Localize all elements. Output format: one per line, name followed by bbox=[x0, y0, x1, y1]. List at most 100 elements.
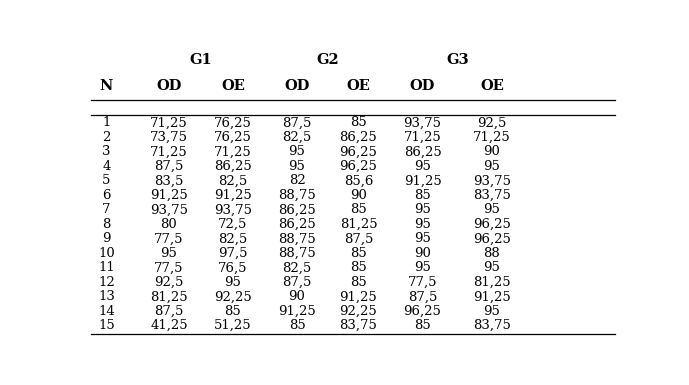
Text: 81,25: 81,25 bbox=[340, 218, 378, 231]
Text: 88: 88 bbox=[484, 247, 500, 260]
Text: 10: 10 bbox=[98, 247, 115, 260]
Text: 82,5: 82,5 bbox=[218, 232, 247, 245]
Text: 86,25: 86,25 bbox=[404, 146, 442, 158]
Text: N: N bbox=[100, 79, 113, 93]
Text: 82,5: 82,5 bbox=[282, 131, 311, 144]
Text: 82,5: 82,5 bbox=[282, 261, 311, 274]
Text: 95: 95 bbox=[414, 261, 431, 274]
Text: 77,5: 77,5 bbox=[408, 276, 438, 289]
Text: OE: OE bbox=[347, 79, 371, 93]
Text: 5: 5 bbox=[102, 174, 111, 187]
Text: 88,75: 88,75 bbox=[278, 247, 316, 260]
Text: 14: 14 bbox=[98, 305, 115, 318]
Text: 95: 95 bbox=[484, 305, 500, 318]
Text: G2: G2 bbox=[316, 52, 339, 67]
Text: 76,25: 76,25 bbox=[214, 116, 252, 129]
Text: 90: 90 bbox=[484, 146, 500, 158]
Text: 92,25: 92,25 bbox=[214, 290, 252, 303]
Text: OD: OD bbox=[285, 79, 310, 93]
Text: 91,25: 91,25 bbox=[150, 189, 188, 202]
Text: 93,75: 93,75 bbox=[473, 174, 511, 187]
Text: 71,25: 71,25 bbox=[473, 131, 511, 144]
Text: 3: 3 bbox=[102, 146, 111, 158]
Text: 85: 85 bbox=[225, 305, 241, 318]
Text: 96,25: 96,25 bbox=[340, 146, 378, 158]
Text: 87,5: 87,5 bbox=[154, 305, 183, 318]
Text: 86,25: 86,25 bbox=[214, 160, 252, 173]
Text: 95: 95 bbox=[484, 203, 500, 216]
Text: G1: G1 bbox=[189, 52, 212, 67]
Text: 93,75: 93,75 bbox=[214, 203, 252, 216]
Text: 96,25: 96,25 bbox=[340, 160, 378, 173]
Text: 83,75: 83,75 bbox=[340, 319, 378, 332]
Text: 83,75: 83,75 bbox=[473, 319, 511, 332]
Text: 91,25: 91,25 bbox=[473, 290, 511, 303]
Text: 97,5: 97,5 bbox=[218, 247, 248, 260]
Text: 76,5: 76,5 bbox=[218, 261, 248, 274]
Text: 92,5: 92,5 bbox=[154, 276, 183, 289]
Text: 83,75: 83,75 bbox=[473, 189, 511, 202]
Text: 83,5: 83,5 bbox=[154, 174, 183, 187]
Text: 71,25: 71,25 bbox=[214, 146, 252, 158]
Text: 51,25: 51,25 bbox=[214, 319, 251, 332]
Text: 95: 95 bbox=[414, 160, 431, 173]
Text: 8: 8 bbox=[102, 218, 111, 231]
Text: 82,5: 82,5 bbox=[218, 174, 247, 187]
Text: OD: OD bbox=[410, 79, 435, 93]
Text: 7: 7 bbox=[102, 203, 111, 216]
Text: 92,5: 92,5 bbox=[477, 116, 506, 129]
Text: 88,75: 88,75 bbox=[278, 189, 316, 202]
Text: OE: OE bbox=[221, 79, 245, 93]
Text: 91,25: 91,25 bbox=[340, 290, 378, 303]
Text: 95: 95 bbox=[289, 160, 305, 173]
Text: 80: 80 bbox=[161, 218, 177, 231]
Text: 91,25: 91,25 bbox=[214, 189, 252, 202]
Text: 85: 85 bbox=[350, 116, 367, 129]
Text: 85: 85 bbox=[350, 276, 367, 289]
Text: 92,25: 92,25 bbox=[340, 305, 378, 318]
Text: 87,5: 87,5 bbox=[154, 160, 183, 173]
Text: 15: 15 bbox=[98, 319, 115, 332]
Text: 81,25: 81,25 bbox=[473, 276, 511, 289]
Text: 86,25: 86,25 bbox=[278, 218, 316, 231]
Text: 96,25: 96,25 bbox=[473, 218, 511, 231]
Text: 9: 9 bbox=[102, 232, 111, 245]
Text: 71,25: 71,25 bbox=[404, 131, 442, 144]
Text: 95: 95 bbox=[414, 232, 431, 245]
Text: 12: 12 bbox=[98, 276, 115, 289]
Text: 13: 13 bbox=[98, 290, 115, 303]
Text: 6: 6 bbox=[102, 189, 111, 202]
Text: 87,5: 87,5 bbox=[408, 290, 438, 303]
Text: 91,25: 91,25 bbox=[278, 305, 316, 318]
Text: 85: 85 bbox=[350, 203, 367, 216]
Text: 85: 85 bbox=[289, 319, 305, 332]
Text: 87,5: 87,5 bbox=[282, 116, 311, 129]
Text: 85: 85 bbox=[350, 247, 367, 260]
Text: 96,25: 96,25 bbox=[473, 232, 511, 245]
Text: 93,75: 93,75 bbox=[404, 116, 442, 129]
Text: 95: 95 bbox=[289, 146, 305, 158]
Text: 88,75: 88,75 bbox=[278, 232, 316, 245]
Text: G3: G3 bbox=[446, 52, 469, 67]
Text: 91,25: 91,25 bbox=[404, 174, 442, 187]
Text: 1: 1 bbox=[102, 116, 111, 129]
Text: 87,5: 87,5 bbox=[282, 276, 311, 289]
Text: 4: 4 bbox=[102, 160, 111, 173]
Text: 11: 11 bbox=[98, 261, 115, 274]
Text: 41,25: 41,25 bbox=[150, 319, 187, 332]
Text: OE: OE bbox=[480, 79, 504, 93]
Text: 90: 90 bbox=[414, 247, 431, 260]
Text: 77,5: 77,5 bbox=[154, 232, 184, 245]
Text: 96,25: 96,25 bbox=[404, 305, 442, 318]
Text: 87,5: 87,5 bbox=[344, 232, 373, 245]
Text: 86,25: 86,25 bbox=[340, 131, 378, 144]
Text: 85,6: 85,6 bbox=[344, 174, 373, 187]
Text: 77,5: 77,5 bbox=[154, 261, 184, 274]
Text: 2: 2 bbox=[102, 131, 111, 144]
Text: 86,25: 86,25 bbox=[278, 203, 316, 216]
Text: 95: 95 bbox=[414, 218, 431, 231]
Text: 72,5: 72,5 bbox=[218, 218, 247, 231]
Text: 95: 95 bbox=[484, 261, 500, 274]
Text: 71,25: 71,25 bbox=[150, 146, 188, 158]
Text: 82: 82 bbox=[289, 174, 305, 187]
